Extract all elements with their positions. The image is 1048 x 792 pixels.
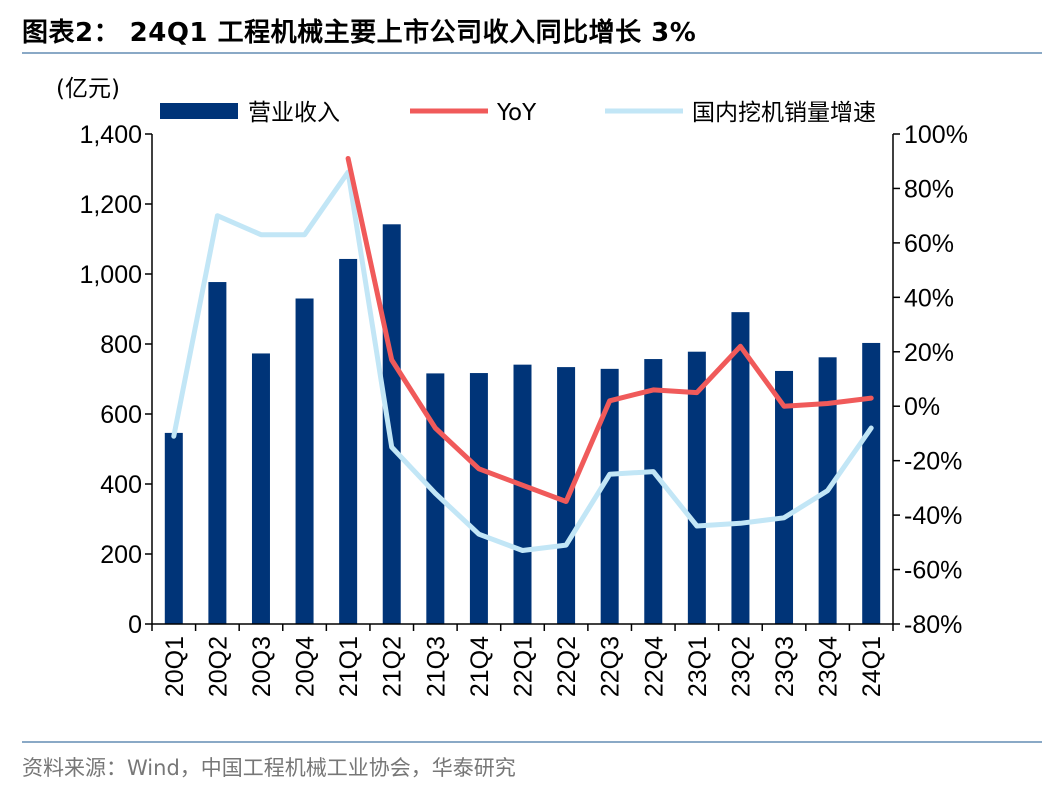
x-tick-label: 22Q3	[597, 636, 625, 697]
right-tick-label: 60%	[904, 230, 954, 258]
right-tick-label: 20%	[904, 339, 954, 367]
chart-title: 图表2： 24Q1 工程机械主要上市公司收入同比增长 3%	[22, 18, 697, 48]
x-tick-label: 22Q2	[553, 636, 581, 697]
left-tick-label: 1,400	[79, 121, 142, 149]
bar-21Q1	[339, 258, 358, 624]
bar-23Q2	[731, 312, 750, 624]
bar-22Q1	[513, 364, 532, 624]
bar-21Q3	[426, 373, 445, 624]
x-tick-label: 21Q3	[422, 636, 450, 697]
x-tick-label: 22Q4	[640, 636, 668, 697]
left-tick-label: 200	[100, 541, 142, 569]
right-tick-label: -60%	[904, 557, 962, 585]
left-tick-label: 800	[100, 331, 142, 359]
x-tick-label: 20Q3	[248, 636, 276, 697]
left-tick-label: 600	[100, 401, 142, 429]
bar-21Q2	[382, 224, 401, 625]
legend-swatch-revenue	[160, 103, 238, 119]
x-tick-label: 20Q1	[161, 636, 189, 697]
x-tick-label: 22Q1	[510, 636, 538, 697]
left-tick-label: 1,000	[79, 261, 142, 289]
yoy-line	[345, 156, 874, 504]
x-tick-label: 23Q4	[815, 636, 843, 697]
x-tick-label: 23Q3	[771, 636, 799, 697]
bar-23Q3	[775, 370, 794, 624]
left-tick-label: 400	[100, 471, 142, 499]
legend-label: 营业收入	[248, 100, 340, 126]
bar-22Q3	[600, 368, 619, 624]
x-tick-label: 24Q1	[858, 636, 886, 697]
bar-20Q2	[208, 282, 227, 624]
right-tick-label: 100%	[904, 121, 968, 149]
right-tick-label: 40%	[904, 284, 954, 312]
right-tick-label: 0%	[904, 393, 940, 421]
x-tick-label: 21Q4	[466, 636, 494, 697]
bar-20Q4	[295, 298, 314, 624]
footer-divider	[22, 741, 1042, 743]
bar-23Q1	[687, 351, 706, 624]
source-note: 资料来源：Wind，中国工程机械工业协会，华泰研究	[22, 756, 516, 780]
left-axis-unit: (亿元)	[56, 76, 120, 102]
x-tick-label: 20Q4	[292, 636, 320, 697]
title-divider	[22, 52, 1042, 54]
legend-label: YoY	[496, 100, 537, 126]
x-tick-label: 21Q1	[335, 636, 363, 697]
left-tick-label: 0	[128, 611, 142, 639]
x-tick-label: 23Q2	[727, 636, 755, 697]
right-tick-label: 80%	[904, 175, 954, 203]
bar-22Q4	[644, 359, 663, 624]
x-tick-label: 23Q1	[684, 636, 712, 697]
x-tick-label: 21Q2	[379, 636, 407, 697]
right-tick-label: -40%	[904, 502, 962, 530]
left-tick-label: 1,200	[79, 191, 142, 219]
right-tick-label: -80%	[904, 611, 962, 639]
right-tick-label: -20%	[904, 448, 962, 476]
x-tick-label: 20Q2	[204, 636, 232, 697]
legend-label: 国内挖机销量增速	[692, 100, 876, 126]
bar-21Q4	[469, 373, 488, 624]
bar-24Q1	[862, 342, 881, 624]
bar-20Q3	[251, 353, 270, 624]
bar-20Q1	[164, 432, 183, 624]
